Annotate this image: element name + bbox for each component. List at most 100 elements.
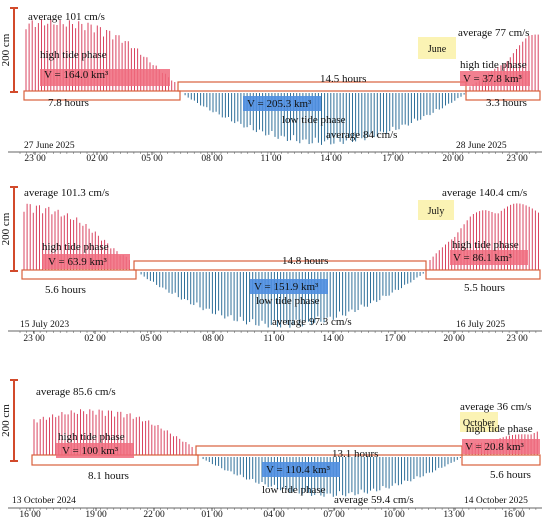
duration-left: 5.6 hours xyxy=(45,284,86,296)
time-tick-label: 16 00 xyxy=(503,510,525,520)
low-tide-average: average 59.4 cm/s xyxy=(334,494,414,506)
scale-bar: 200 cm xyxy=(0,186,18,272)
time-axis: 16 00 19 00 22 00 01 00 04 00 07 00 10 00 13 00… xyxy=(8,507,542,520)
high-tide-average-left: average 85.6 cm/s xyxy=(36,386,116,398)
time-tick-label: 05 00 xyxy=(141,154,163,164)
scale-label: 200 cm xyxy=(0,212,12,245)
time-tick-label: 14 00 xyxy=(320,154,342,164)
time-tick-label: 23 00 xyxy=(23,334,45,344)
month-label: June xyxy=(428,44,447,55)
time-tick-label: 05 00 xyxy=(140,334,162,344)
time-tick-label: 08 00 xyxy=(202,334,224,344)
high-tide-phase-left: high tide phase xyxy=(40,49,107,61)
low-tide-average: average 97.3 cm/s xyxy=(272,316,352,328)
high-tide-phase-left: high tide phase xyxy=(58,431,125,443)
high-tide-average-right: average 36 cm/s xyxy=(460,401,531,413)
volume-box-right xyxy=(450,250,528,265)
month-badge xyxy=(418,200,454,220)
time-tick-label: 02 00 xyxy=(84,334,106,344)
scale-label: 200 cm xyxy=(0,404,12,437)
volume-left: V = 63.9 km³ xyxy=(48,256,108,268)
date-right: 14 October 2025 xyxy=(464,496,528,506)
low-tide-phase: low tide phase xyxy=(282,114,346,126)
duration-right: 3.3 hours xyxy=(486,97,527,109)
low-tide-phase: low tide phase xyxy=(262,484,326,496)
high-tide-average-right: average 77 cm/s xyxy=(458,27,529,39)
time-tick-label: 04 00 xyxy=(263,510,285,520)
time-tick-label: 20 00 xyxy=(443,334,465,344)
volume-box-low xyxy=(262,462,340,477)
duration-left: 7.8 hours xyxy=(48,97,89,109)
panel-october: 200 cm October average 85.6 cm/s high tide … xyxy=(0,379,542,520)
volume-box-low xyxy=(250,279,328,294)
volume-right: V = 86.1 km³ xyxy=(453,252,513,264)
volume-right: V = 20.8 km³ xyxy=(465,441,525,453)
high-tide-phase-left: high tide phase xyxy=(42,241,109,253)
date-left: 15 July 2023 xyxy=(20,320,69,330)
month-label: October xyxy=(463,418,496,429)
high-tide-average-left: average 101 cm/s xyxy=(28,11,105,23)
duration-mid: 14.8 hours xyxy=(282,255,328,267)
date-left: 13 October 2024 xyxy=(12,496,76,506)
scale-label: 200 cm xyxy=(0,33,12,66)
scale-bar: 200 cm xyxy=(0,7,18,93)
duration-box-right xyxy=(425,269,541,280)
time-tick-label: 10 00 xyxy=(383,510,405,520)
scale-bar: 200 cm xyxy=(0,379,18,462)
time-tick-label: 14 00 xyxy=(322,334,344,344)
duration-box-left xyxy=(21,269,137,280)
volume-left: V = 164.0 km³ xyxy=(44,69,109,81)
volume-low: V = 205.3 km³ xyxy=(247,98,312,110)
high-tide-phase-right: high tide phase xyxy=(452,239,519,251)
duration-right: 5.6 hours xyxy=(490,469,531,481)
time-axis: 23 00 02 00 05 00 08 00 11 00 14 00 17 00 20 00… xyxy=(8,151,542,164)
volume-left: V = 100 km³ xyxy=(62,445,119,457)
volume-box-right xyxy=(462,439,540,454)
month-badge xyxy=(460,412,498,432)
low-tide-average: average 84 cm/s xyxy=(326,129,397,141)
date-right: 28 June 2025 xyxy=(456,141,507,151)
volume-box-left xyxy=(56,443,134,458)
duration-mid: 14.5 hours xyxy=(320,73,366,85)
duration-box-right xyxy=(461,454,541,466)
panel-july: 200 cm July average 101.3 cm/s high tide ph… xyxy=(0,186,542,344)
duration-left: 8.1 hours xyxy=(88,470,129,482)
time-tick-label: 07 00 xyxy=(323,510,345,520)
time-tick-label: 01 00 xyxy=(201,510,223,520)
duration-box-mid xyxy=(133,260,427,271)
time-tick-label: 23 00 xyxy=(24,154,46,164)
time-axis: 23 00 02 00 05 00 08 00 11 00 14 00 17 00 20 00… xyxy=(8,330,542,344)
time-tick-label: 13 00 xyxy=(443,510,465,520)
volume-low: V = 151.9 km³ xyxy=(254,281,319,293)
time-tick-label: 17 00 xyxy=(382,154,404,164)
high-tide-average-right: average 140.4 cm/s xyxy=(442,187,527,199)
volume-right: V = 37.8 km³ xyxy=(463,73,523,85)
volume-box-right xyxy=(460,71,530,86)
volume-box-low xyxy=(243,96,321,111)
duration-box-right xyxy=(465,90,541,101)
date-right: 16 July 2025 xyxy=(456,320,505,330)
time-tick-label: 08 00 xyxy=(201,154,223,164)
low-tide-phase: low tide phase xyxy=(256,295,320,307)
date-left: 27 June 2025 xyxy=(24,141,75,151)
time-tick-label: 11 00 xyxy=(263,334,284,344)
time-tick-label: 23 00 xyxy=(506,334,528,344)
panel-june: 200 cm June average 101 cm/s high tide phas… xyxy=(0,7,542,164)
time-tick-label: 19 00 xyxy=(85,510,107,520)
time-tick-label: 02 00 xyxy=(86,154,108,164)
time-tick-label: 20 00 xyxy=(442,154,464,164)
time-tick-label: 23 00 xyxy=(506,154,528,164)
duration-box-left xyxy=(23,90,181,101)
duration-box-mid xyxy=(177,81,467,92)
high-tide-phase-right: high tide phase xyxy=(460,59,527,71)
duration-right: 5.5 hours xyxy=(464,282,505,294)
volume-box-left xyxy=(40,69,170,86)
time-tick-label: 16 00 xyxy=(19,510,41,520)
month-label: July xyxy=(428,206,445,217)
duration-mid: 13.1 hours xyxy=(332,448,378,460)
duration-box-mid xyxy=(195,445,463,456)
time-tick-label: 22 00 xyxy=(143,510,165,520)
time-tick-label: 17 00 xyxy=(384,334,406,344)
time-tick-label: 11 00 xyxy=(260,154,281,164)
